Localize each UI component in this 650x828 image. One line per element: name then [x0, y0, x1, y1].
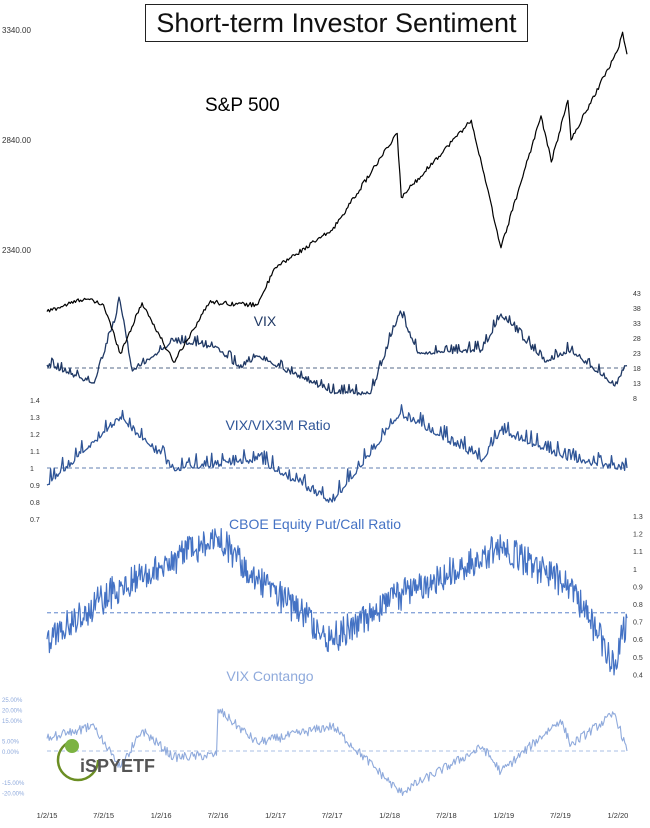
y-tick-label: 0.7: [633, 620, 643, 627]
x-tick-label: 1/2/17: [265, 811, 286, 820]
logo-ring-icon: [56, 738, 100, 782]
vix-series-label: VIX: [254, 313, 277, 329]
y-tick-label: 1.2: [30, 432, 40, 439]
y-tick-label: 38: [633, 306, 641, 313]
y-tick-label: 23: [633, 351, 641, 358]
y-tick-label: 28: [633, 336, 641, 343]
y-tick-label: 0.8: [30, 500, 40, 507]
y-tick-label: 1.4: [30, 398, 40, 405]
y-tick-label: 0.9: [30, 483, 40, 490]
y-tick-label: 25.00%: [2, 698, 23, 704]
y-tick-label: 8: [633, 396, 637, 403]
y-tick-label: 1.3: [633, 514, 643, 521]
sp500-series-line: [46, 31, 628, 363]
x-tick-label: 1/2/16: [151, 811, 172, 820]
y-tick-label: 0.7: [30, 517, 40, 524]
x-tick-label: 7/2/15: [93, 811, 114, 820]
y-tick-label: 43: [633, 291, 641, 298]
putcall-series-line: [46, 528, 628, 676]
sp500-series-label: S&P 500: [205, 95, 280, 116]
x-tick-label: 1/2/20: [608, 811, 629, 820]
x-tick-label: 7/2/16: [208, 811, 229, 820]
y-tick-label: 0.8: [633, 602, 643, 609]
y-tick-label: 1: [633, 567, 637, 574]
x-tick-label: 7/2/19: [550, 811, 571, 820]
y-tick-label: -20.00%: [2, 792, 25, 798]
y-tick-label: 0.4: [633, 672, 643, 679]
y-tick-label: 2840.00: [2, 136, 31, 145]
y-tick-label: 1: [30, 466, 34, 473]
y-tick-label: 0.9: [633, 584, 643, 591]
putcall-series-label: CBOE Equity Put/Call Ratio: [229, 516, 401, 532]
x-tick-label: 1/2/15: [37, 811, 58, 820]
vix-ratio-series-line: [46, 404, 628, 503]
y-tick-label: 13: [633, 381, 641, 388]
y-tick-label: 2340.00: [2, 246, 31, 255]
y-tick-label: 18: [633, 366, 641, 373]
y-tick-label: 1.1: [633, 549, 643, 556]
x-tick-label: 7/2/18: [436, 811, 457, 820]
x-tick-label: 1/2/19: [493, 811, 514, 820]
y-tick-label: 0.6: [633, 637, 643, 644]
y-tick-label: 15.00%: [2, 719, 23, 725]
y-tick-label: 1.1: [30, 449, 40, 456]
y-tick-label: -15.00%: [2, 781, 25, 787]
y-tick-label: 5.00%: [2, 740, 20, 746]
y-tick-label: 1.2: [633, 532, 643, 539]
x-tick-label: 1/2/18: [379, 811, 400, 820]
y-tick-label: 0.00%: [2, 750, 20, 756]
logo-dot-icon: [65, 739, 79, 753]
contango-series-line: [46, 708, 628, 796]
vix-ratio-series-label: VIX/VIX3M Ratio: [225, 417, 330, 433]
y-tick-label: 3340.00: [2, 26, 31, 35]
x-tick-label: 7/2/17: [322, 811, 343, 820]
contango-series-label: VIX Contango: [226, 668, 313, 684]
y-tick-label: 20.00%: [2, 708, 23, 714]
vix-series-line: [46, 296, 628, 396]
y-tick-label: 0.5: [633, 655, 643, 662]
y-tick-label: 33: [633, 321, 641, 328]
logo-text: iSPYETF: [80, 756, 155, 776]
y-tick-label: 1.3: [30, 415, 40, 422]
chart-title: Short-term Investor Sentiment: [145, 4, 528, 42]
ispyetf-logo: iSPYETF: [56, 738, 155, 782]
